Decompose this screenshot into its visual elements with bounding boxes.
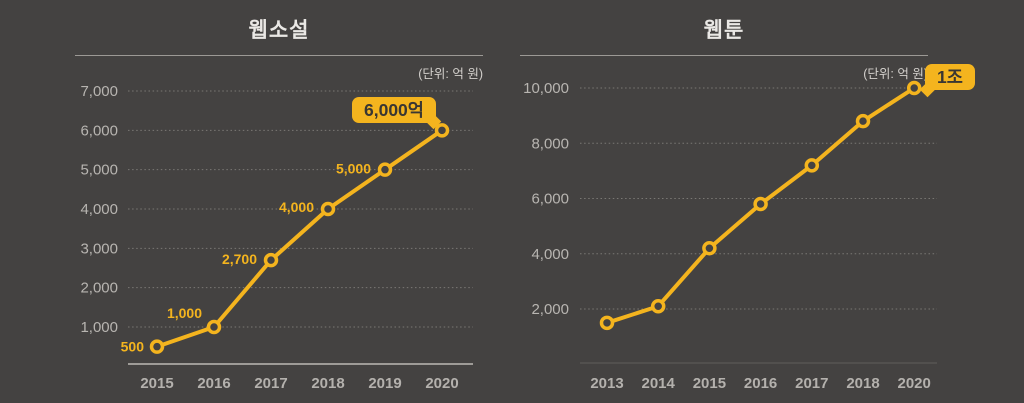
y-tick-label: 7,000 — [80, 83, 118, 100]
webnovel-line-chart: 1,000 2,000 3,000 4,000 5,000 6,000 7,000 2015 2… — [80, 83, 473, 392]
x-tick-label: 2016 — [197, 375, 230, 392]
x-tick-label: 2020 — [898, 375, 931, 392]
x-tick-label: 2020 — [425, 375, 458, 392]
y-tick-label: 1,000 — [80, 319, 118, 336]
y-tick-label: 2,000 — [80, 280, 118, 297]
data-point — [377, 162, 393, 177]
webnovel-unit-label: (단위: 억 원) — [418, 67, 483, 81]
webnovel-value-badge: 6,000억 — [352, 97, 436, 123]
y-tick-label: 4,000 — [80, 201, 118, 218]
y-tick-label: 3,000 — [80, 240, 118, 257]
x-tick-label: 2013 — [590, 375, 623, 392]
point-value-label: 500 — [121, 339, 145, 355]
webnovel-chart-title: 웹소설 — [75, 14, 483, 56]
x-tick-label: 2018 — [846, 375, 879, 392]
point-value-label: 2,700 — [222, 251, 257, 267]
x-tick-label: 2016 — [744, 375, 777, 392]
x-tick-label: 2014 — [642, 375, 676, 392]
data-point — [753, 196, 768, 212]
webtoon-chart-card: 웹툰 (단위: 억 원) — [520, 14, 928, 82]
data-line — [155, 128, 444, 349]
y-tick-label: 5,000 — [80, 162, 118, 179]
x-tick-label: 2017 — [795, 375, 828, 392]
data-point — [599, 315, 615, 331]
webtoon-value-badge: 1조 — [925, 64, 975, 90]
webtoon-chart-title: 웹툰 — [520, 14, 928, 56]
webnovel-chart-card: 웹소설 (단위: 억 원) — [75, 14, 483, 82]
point-value-label: 5,000 — [336, 161, 371, 177]
x-tick-label: 2015 — [140, 375, 173, 392]
y-tick-label: 4,000 — [531, 246, 569, 263]
data-point — [320, 201, 336, 217]
data-point — [434, 123, 450, 138]
y-tick-label: 2,000 — [531, 301, 569, 318]
data-point — [702, 240, 717, 256]
x-tick-label: 2015 — [693, 375, 726, 392]
data-point — [206, 319, 222, 335]
data-point — [650, 298, 666, 314]
x-tick-label: 2017 — [254, 375, 287, 392]
data-point — [906, 80, 922, 96]
point-value-label: 4,000 — [279, 199, 314, 215]
data-point — [804, 158, 820, 173]
webtoon-line-chart: 2,000 4,000 6,000 8,000 10,000 2013 2014 2015 20… — [523, 80, 937, 392]
data-point — [149, 339, 165, 354]
data-point — [263, 252, 279, 268]
y-tick-label: 10,000 — [523, 80, 569, 97]
x-tick-label: 2019 — [368, 375, 401, 392]
y-tick-label: 8,000 — [531, 135, 569, 152]
webtoon-unit-label: (단위: 억 원) — [863, 67, 928, 81]
y-tick-label: 6,000 — [80, 122, 118, 139]
point-value-label: 1,000 — [167, 305, 202, 321]
data-point — [855, 113, 871, 129]
x-tick-label: 2018 — [311, 375, 344, 392]
y-tick-label: 6,000 — [531, 191, 569, 208]
